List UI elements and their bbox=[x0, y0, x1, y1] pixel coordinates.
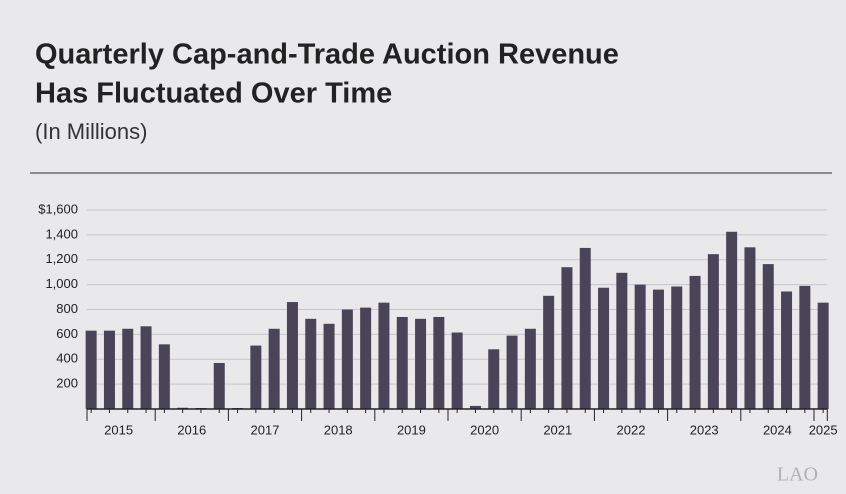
bar bbox=[85, 330, 97, 409]
chart-title: Has Fluctuated Over Time bbox=[35, 78, 392, 110]
bar bbox=[707, 254, 719, 409]
bar bbox=[671, 286, 683, 409]
subtitle: (In Millions) bbox=[35, 119, 147, 144]
bar bbox=[286, 302, 298, 409]
bar bbox=[762, 264, 774, 409]
bar bbox=[323, 323, 335, 409]
x-tick-label: 2020 bbox=[470, 422, 499, 437]
y-tick-label: 400 bbox=[56, 351, 78, 366]
bar bbox=[817, 302, 829, 409]
x-tick-label: 2017 bbox=[251, 422, 280, 437]
y-tick-label: $1,600 bbox=[38, 201, 78, 216]
x-tick-label: 2016 bbox=[177, 422, 206, 437]
bar bbox=[579, 247, 591, 409]
x-tick-label: 2018 bbox=[324, 422, 353, 437]
y-tick-label: 800 bbox=[56, 301, 78, 316]
bar bbox=[140, 326, 152, 409]
bar bbox=[469, 405, 481, 409]
bar bbox=[616, 272, 628, 409]
bar bbox=[305, 318, 317, 409]
bar bbox=[341, 309, 353, 409]
bar bbox=[543, 295, 555, 409]
x-tick-label: 2025 bbox=[809, 422, 838, 437]
logo: LAO bbox=[777, 464, 818, 486]
bar bbox=[561, 267, 573, 409]
bar bbox=[524, 328, 536, 409]
bar bbox=[378, 302, 390, 409]
y-tick-label: 1,000 bbox=[45, 276, 78, 291]
bar bbox=[268, 328, 280, 409]
x-tick-label: 2022 bbox=[617, 422, 646, 437]
bar bbox=[451, 332, 463, 409]
bar bbox=[652, 289, 664, 409]
bar bbox=[122, 328, 134, 409]
bar bbox=[799, 285, 811, 409]
bar bbox=[250, 345, 262, 409]
bar bbox=[598, 287, 610, 409]
chart-title: Quarterly Cap-and-Trade Auction Revenue bbox=[35, 39, 619, 71]
y-tick-label: 1,200 bbox=[45, 251, 78, 266]
bar bbox=[781, 291, 793, 409]
y-tick-label: 600 bbox=[56, 326, 78, 341]
bar bbox=[360, 307, 372, 409]
x-tick-label: 2015 bbox=[104, 422, 133, 437]
y-tick-label: 200 bbox=[56, 376, 78, 391]
x-tick-label: 2021 bbox=[543, 422, 572, 437]
x-tick-label: 2024 bbox=[763, 422, 792, 437]
bar bbox=[634, 284, 646, 409]
bar bbox=[433, 316, 445, 409]
bar bbox=[103, 330, 115, 409]
bar bbox=[158, 344, 170, 409]
bar bbox=[415, 318, 427, 409]
bar bbox=[213, 362, 225, 409]
x-tick-label: 2019 bbox=[397, 422, 426, 437]
bar bbox=[689, 275, 701, 409]
bar bbox=[744, 247, 756, 409]
bar bbox=[726, 231, 738, 409]
bar bbox=[396, 316, 408, 409]
bar bbox=[506, 335, 518, 409]
x-tick-label: 2023 bbox=[690, 422, 719, 437]
y-tick-label: 1,400 bbox=[45, 226, 78, 241]
bar bbox=[488, 349, 500, 409]
